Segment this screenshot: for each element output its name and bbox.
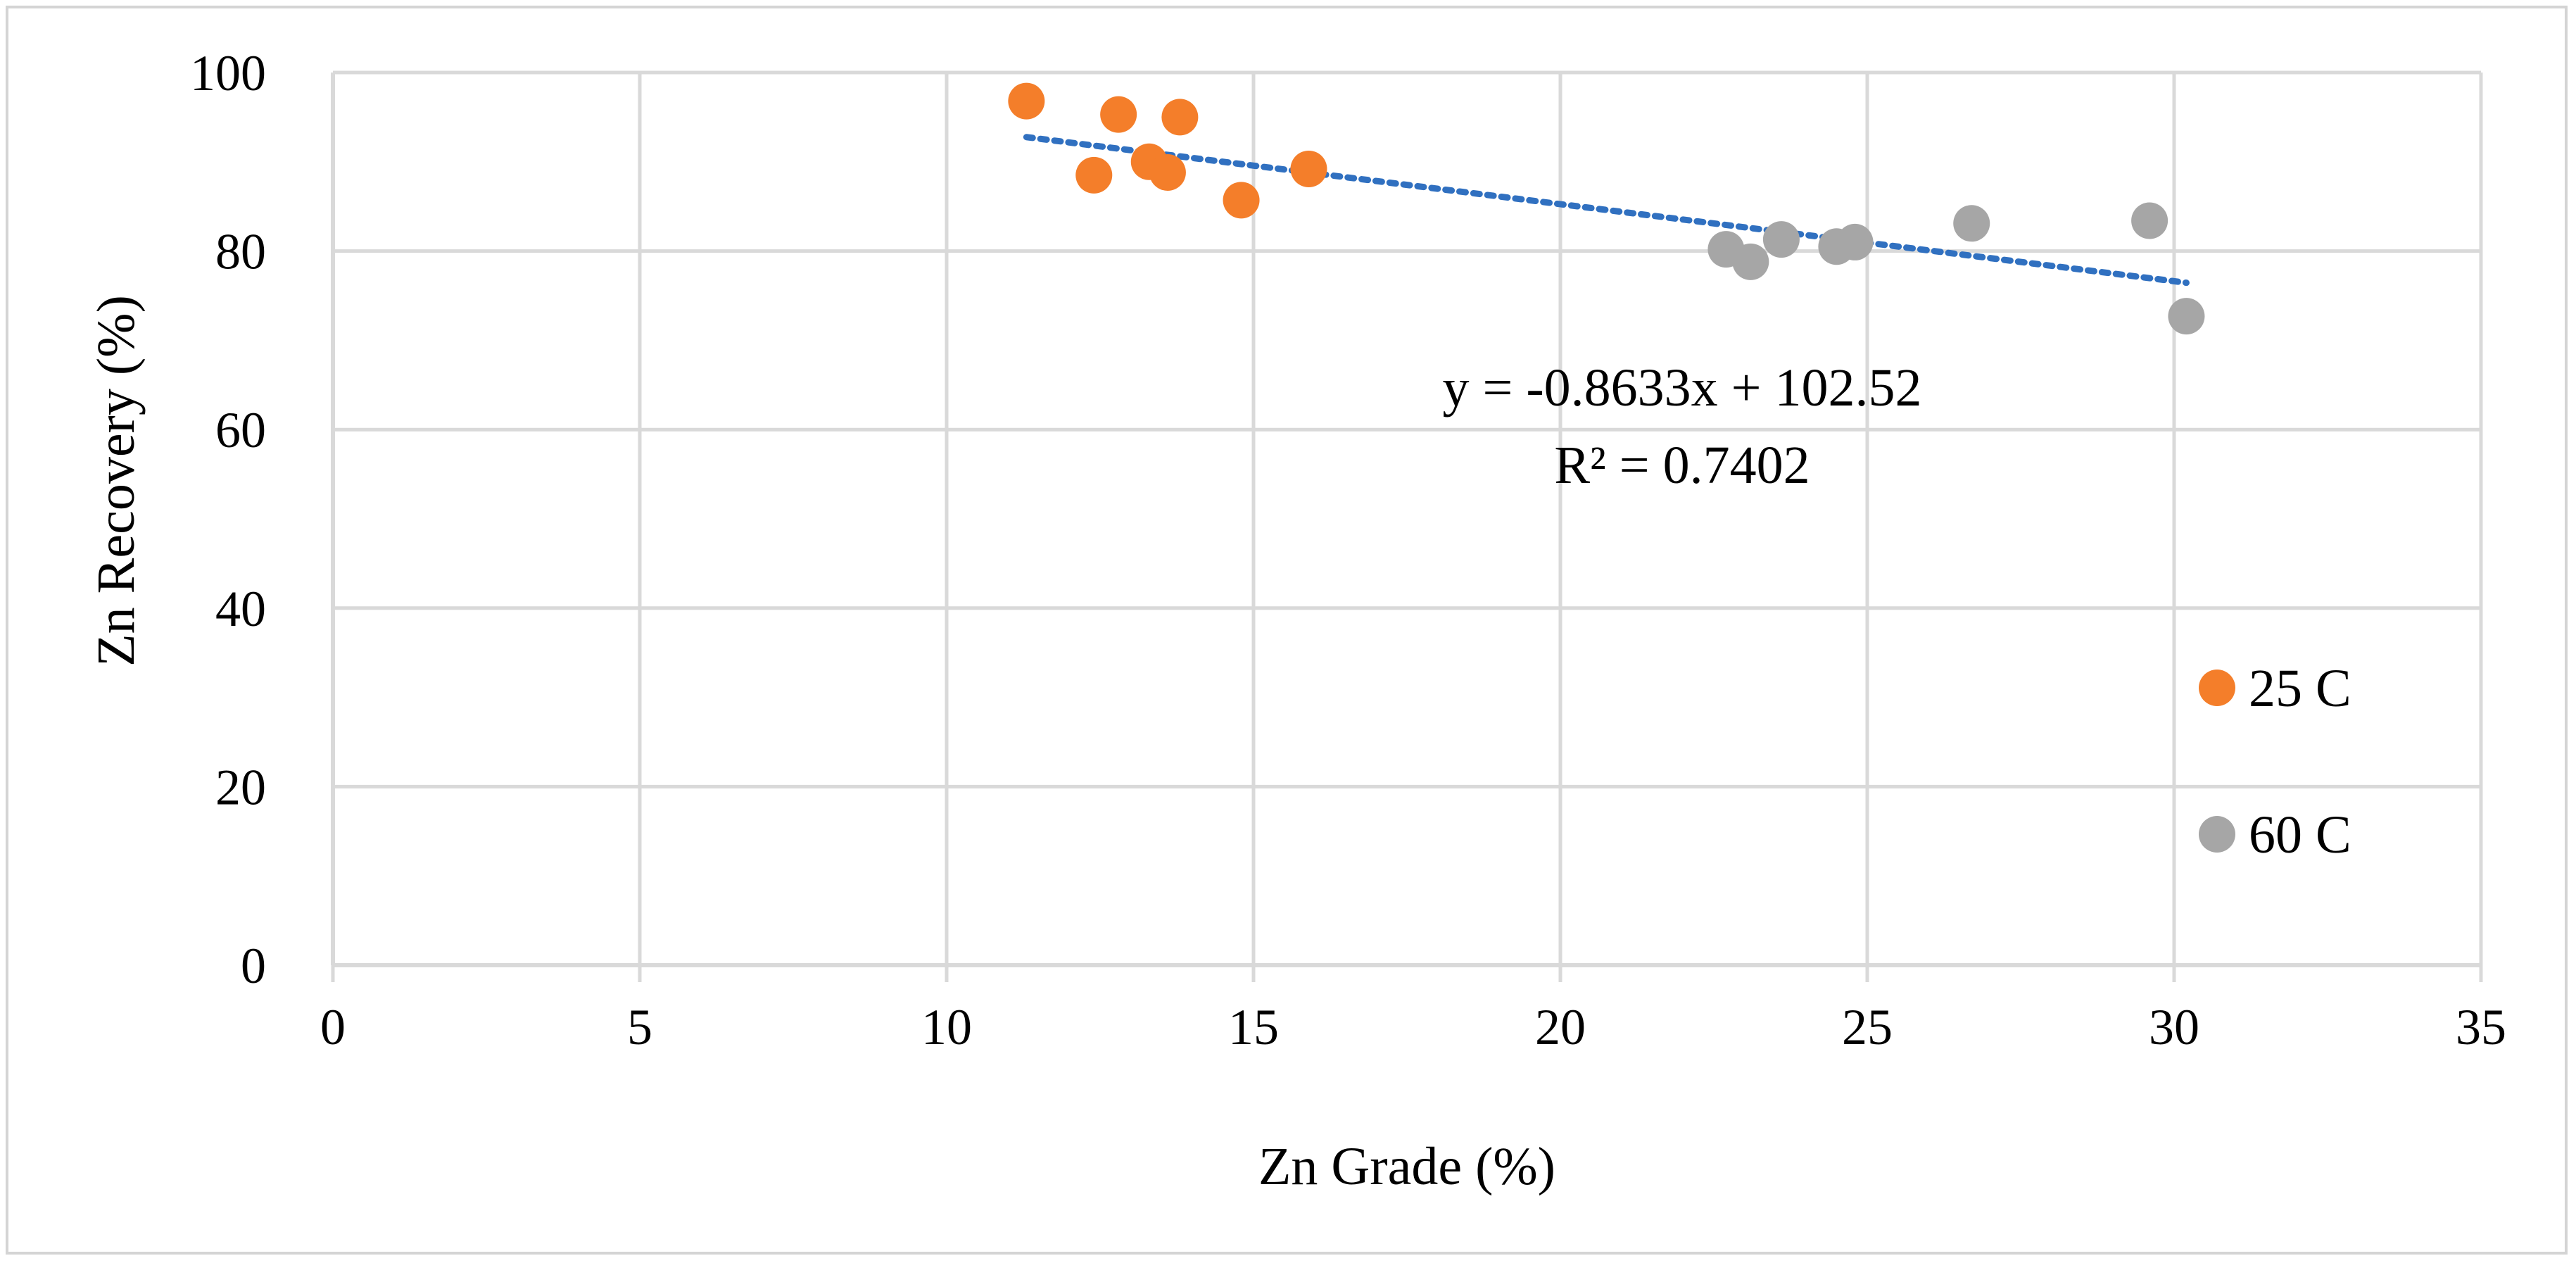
point-60c-7 bbox=[2168, 298, 2205, 335]
point-60c-5 bbox=[1953, 205, 1990, 242]
point-25c-6 bbox=[1223, 182, 1260, 219]
legend-marker-25c bbox=[2199, 670, 2235, 706]
point-60c-1 bbox=[1732, 243, 1769, 280]
x-axis-title: Zn Grade (%) bbox=[1258, 1137, 1555, 1196]
point-60c-4 bbox=[1836, 223, 1874, 260]
point-25c-0 bbox=[1008, 82, 1045, 120]
data-points bbox=[1008, 82, 2205, 335]
tick-labels: 0 5 10 15 20 25 30 35 0 20 40 60 80 100 bbox=[190, 45, 2506, 1055]
legend-marker-60c bbox=[2199, 816, 2235, 853]
trendline-equation: y = -0.8633x + 102.52 bbox=[1442, 358, 1921, 417]
trendline bbox=[1023, 134, 2190, 287]
point-25c-7 bbox=[1290, 150, 1327, 187]
x-tick-label-25: 25 bbox=[1842, 999, 1893, 1055]
legend-label-60c: 60 C bbox=[2249, 805, 2351, 865]
legend-label-25c: 25 C bbox=[2249, 659, 2351, 718]
y-tick-label-100: 100 bbox=[190, 45, 266, 101]
point-60c-2 bbox=[1762, 221, 1800, 258]
grid bbox=[333, 70, 2483, 965]
x-tick-label-35: 35 bbox=[2456, 999, 2506, 1055]
x-tick-label-10: 10 bbox=[921, 999, 972, 1055]
x-tick-label-30: 30 bbox=[2149, 999, 2199, 1055]
x-tick-label-15: 15 bbox=[1228, 999, 1279, 1055]
point-60c-6 bbox=[2131, 202, 2168, 239]
trendline-r2: R² = 0.7402 bbox=[1554, 436, 1810, 495]
y-tick-label-20: 20 bbox=[215, 759, 266, 815]
x-tick-label-0: 0 bbox=[320, 999, 346, 1055]
point-25c-5 bbox=[1161, 99, 1199, 136]
y-tick-label-60: 60 bbox=[215, 402, 266, 458]
point-25c-2 bbox=[1100, 96, 1137, 133]
y-tick-label-0: 0 bbox=[241, 938, 266, 994]
y-axis-title: Zn Recovery (%) bbox=[87, 295, 146, 667]
y-tick-label-40: 40 bbox=[215, 581, 266, 637]
point-25c-1 bbox=[1075, 156, 1113, 194]
y-tick-label-80: 80 bbox=[215, 224, 266, 280]
x-tick-label-5: 5 bbox=[627, 999, 652, 1055]
x-tick-label-20: 20 bbox=[1535, 999, 1586, 1055]
axes bbox=[331, 73, 2483, 982]
trendline-group bbox=[1023, 134, 2190, 287]
point-25c-4 bbox=[1149, 154, 1186, 191]
legend: 25 C 60 C bbox=[2199, 659, 2351, 865]
